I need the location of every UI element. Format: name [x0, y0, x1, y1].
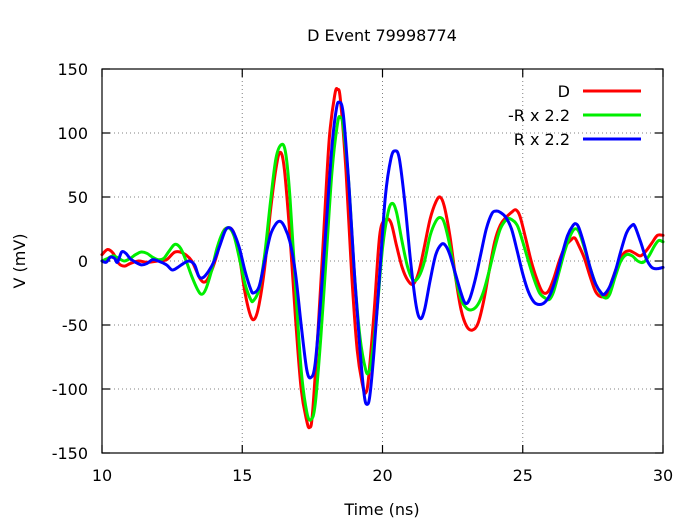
series-neg-r-line	[100, 115, 665, 422]
x-tick-label: 15	[232, 466, 252, 485]
legend-label: -R x 2.2	[508, 106, 570, 125]
legend-label: R x 2.2	[514, 130, 570, 149]
legend-label: D	[558, 82, 570, 101]
legend-item-d: D	[558, 82, 641, 101]
legend: D -R x 2.2 R x 2.2	[508, 82, 641, 149]
x-tick-label: 30	[653, 466, 673, 485]
series-lines	[100, 87, 665, 430]
legend-item-neg-r: -R x 2.2	[508, 106, 641, 125]
axis-ticks: 10 15 20 25 30 -150 -100 -50 0 50 100 150	[52, 60, 673, 485]
x-tick-label: 10	[92, 466, 112, 485]
plot-frame	[101, 68, 664, 454]
y-axis-label: V (mV)	[10, 233, 29, 288]
x-axis-label: Time (ns)	[343, 500, 419, 519]
y-tick-label: -150	[52, 444, 88, 463]
y-tick-label: 50	[68, 188, 88, 207]
legend-item-r: R x 2.2	[514, 130, 641, 149]
series-r-line	[100, 100, 665, 406]
y-tick-label: 0	[78, 252, 88, 271]
x-tick-label: 20	[372, 466, 392, 485]
x-tick-label: 25	[513, 466, 533, 485]
y-tick-label: 100	[57, 124, 88, 143]
y-tick-label: 150	[57, 60, 88, 79]
y-tick-label: -50	[62, 316, 88, 335]
y-tick-label: -100	[52, 380, 88, 399]
chart-title: D Event 79998774	[307, 26, 457, 45]
